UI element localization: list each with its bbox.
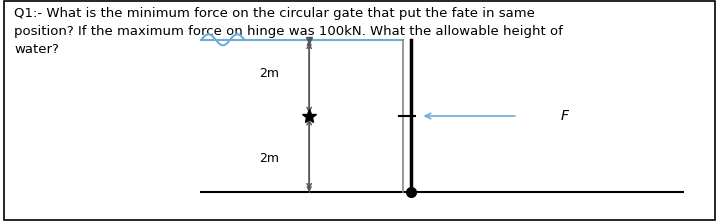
Text: 2m: 2m — [260, 67, 280, 80]
Text: 2m: 2m — [260, 152, 280, 165]
Text: F: F — [561, 109, 569, 123]
Text: Q1:- What is the minimum force on the circular gate that put the fate in same
po: Q1:- What is the minimum force on the ci… — [14, 7, 563, 56]
